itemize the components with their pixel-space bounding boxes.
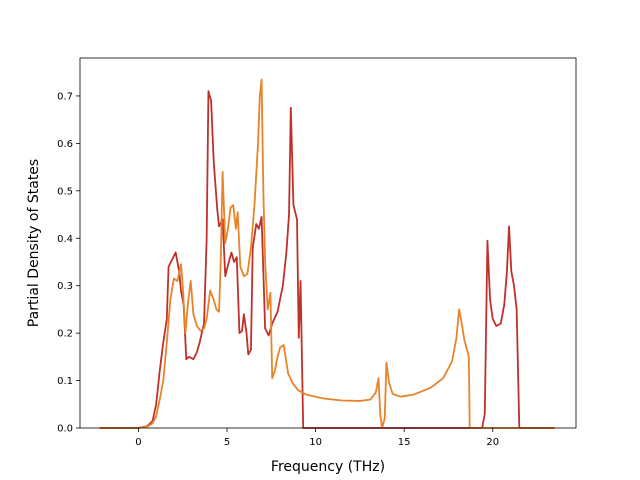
y-tick-label: 0.5 <box>57 186 73 197</box>
x-tick-label: 10 <box>309 437 322 448</box>
x-tick-label: 0 <box>135 437 141 448</box>
y-tick-label: 0.3 <box>57 281 73 292</box>
x-axis-label: Frequency (THz) <box>271 459 385 475</box>
x-tick-label: 15 <box>398 437 411 448</box>
series-line-2 <box>99 78 555 429</box>
plot-lines <box>99 78 555 429</box>
y-tick-label: 0.7 <box>57 91 73 102</box>
y-tick-label: 0.4 <box>57 234 73 245</box>
y-tick-label: 0.2 <box>57 329 73 340</box>
y-axis-label: Partial Density of States <box>26 159 42 327</box>
series-line-1 <box>99 90 555 429</box>
x-axis-ticks: 0 5 10 15 20 <box>135 428 499 448</box>
y-tick-label: 0.1 <box>57 376 73 387</box>
y-axis-ticks: 0.0 0.1 0.2 0.3 0.4 0.5 0.6 0.7 <box>57 91 80 435</box>
x-tick-label: 20 <box>486 437 499 448</box>
y-tick-label: 0.6 <box>57 139 73 150</box>
axes-frame <box>79 57 577 429</box>
x-tick-label: 5 <box>224 437 230 448</box>
y-tick-label: 0.0 <box>57 424 73 435</box>
